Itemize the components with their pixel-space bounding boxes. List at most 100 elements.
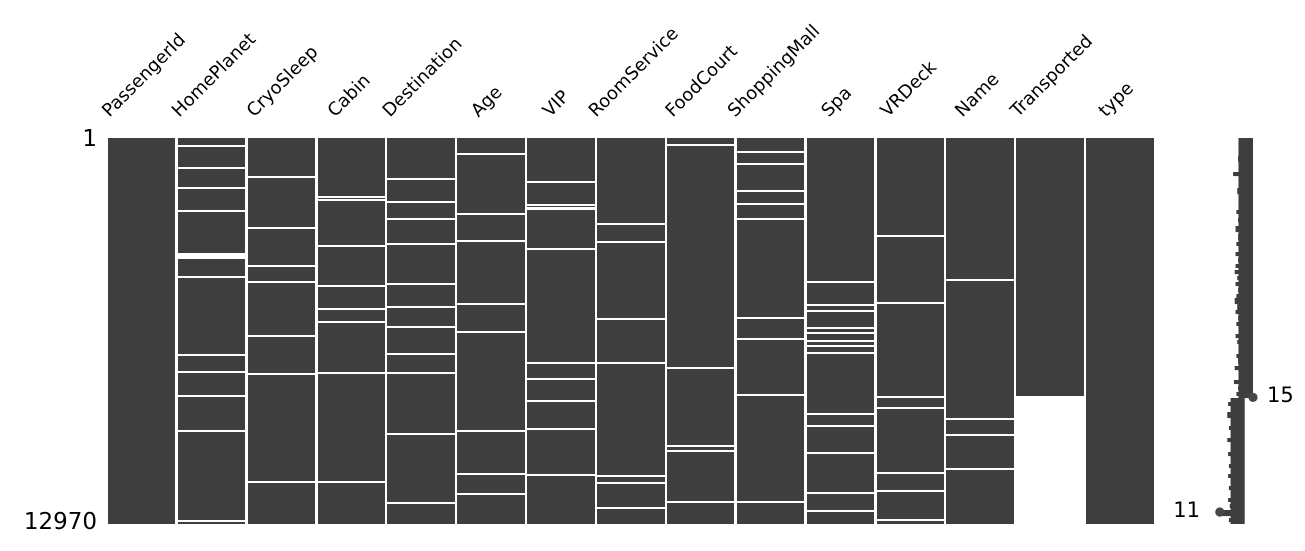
column-label-CryoSleep: CryoSleep (242, 41, 323, 122)
sparkline-row-segment (1238, 250, 1253, 253)
sparkline-row-segment (1236, 210, 1253, 213)
sparkline-row-segment (1228, 474, 1245, 477)
sparkline-row-segment (1237, 340, 1253, 343)
sparkline-row-segment (1235, 284, 1253, 287)
sparkline-row-segment (1228, 498, 1245, 501)
sparkline-max-label: 15 (1267, 383, 1294, 407)
sparkline-row-segment (1237, 308, 1253, 311)
missing-value-line (946, 278, 1014, 282)
sparkline-row-segment (1230, 448, 1245, 451)
sparkline-row-segment (1236, 392, 1253, 395)
missing-value-line (177, 253, 246, 256)
missing-value-line (527, 203, 595, 207)
missing-value-line (736, 393, 805, 397)
missing-value-line (177, 394, 246, 398)
sparkline-row-segment (1236, 356, 1253, 359)
column-label-Cabin: Cabin (323, 70, 375, 122)
missing-value-line (457, 330, 525, 334)
sparkline-row-segment (1234, 270, 1253, 273)
missing-value-line (666, 444, 735, 448)
missing-value-line (736, 337, 805, 341)
missing-value-line (806, 424, 875, 428)
sparkline-row-segment (1238, 154, 1253, 157)
sparkline-row-segment (1236, 322, 1253, 325)
missing-value-line (247, 372, 316, 376)
sparkline-row-segment (1233, 382, 1253, 385)
sparkline-row-segment (1235, 310, 1253, 313)
missing-value-line (806, 344, 875, 348)
missing-value-line (597, 361, 665, 365)
sparkline-row-segment (1230, 508, 1245, 511)
sparkline-row-segment (1238, 240, 1253, 243)
missing-value-line (387, 501, 455, 505)
sparkline-row-segment (1238, 332, 1253, 335)
sparkline-row-segment (1230, 472, 1245, 475)
sparkline-row-segment (1230, 398, 1245, 401)
sparkline-row-segment (1235, 312, 1253, 315)
sparkline-row-segment (1238, 180, 1253, 183)
missing-value-line (177, 275, 246, 279)
sparkline-row-segment (1230, 444, 1245, 447)
sparkline-row-segment (1238, 320, 1253, 323)
matrix-column-VIP (527, 138, 595, 524)
missing-value-line (457, 302, 525, 306)
sparkline-row-segment (1237, 192, 1253, 195)
sparkline-row-segment (1230, 522, 1245, 524)
sparkline-row-segment (1238, 238, 1253, 241)
sparkline-row-segment (1238, 372, 1253, 375)
missing-value-line (387, 432, 455, 436)
sparkline-row-segment (1234, 272, 1253, 275)
missing-value-line (527, 399, 595, 403)
missing-value-line (876, 406, 944, 410)
sparkline-row-segment (1235, 226, 1253, 229)
missing-value-line (387, 200, 455, 204)
sparkline-row-segment (1236, 324, 1253, 327)
column-label-type: type (1094, 78, 1138, 122)
missing-value-line (387, 217, 455, 221)
sparkline-row-segment (1238, 194, 1253, 197)
missing-value-line (387, 305, 455, 309)
missing-value-line (317, 244, 386, 248)
sparkline-row-segment (1227, 416, 1245, 419)
sparkline-row-segment (1238, 346, 1253, 349)
missing-value-line (666, 143, 735, 147)
sparkline-row-segment (1238, 248, 1253, 251)
sparkline-row-segment (1238, 152, 1253, 155)
sparkline-row-segment (1238, 364, 1253, 367)
missing-value-line (736, 217, 805, 221)
sparkline-row-segment (1230, 502, 1245, 505)
missing-value-line (806, 412, 875, 416)
sparkline-row-segment (1230, 420, 1245, 423)
sparkline-row-segment (1219, 512, 1245, 515)
sparkline-row-segment (1238, 164, 1253, 167)
missing-value-line (946, 417, 1014, 421)
sparkline-row-segment (1230, 456, 1245, 459)
sparkline-row-segment (1238, 196, 1253, 199)
missing-value-line (527, 377, 595, 381)
sparkline-row-segment (1238, 170, 1253, 173)
sparkline-row-segment (1230, 408, 1245, 411)
missing-value-line (247, 334, 316, 338)
sparkline-row-segment (1238, 290, 1253, 293)
missing-value-line (597, 481, 665, 485)
missing-value-line (177, 186, 246, 190)
sparkline-min-label: 11 (1173, 498, 1200, 522)
sparkline-row-segment (1238, 150, 1253, 153)
sparkline-row-segment (1227, 414, 1245, 417)
missing-value-line (736, 202, 805, 206)
missing-value-line (247, 175, 316, 179)
sparkline-row-segment (1233, 172, 1253, 175)
sparkline-row-segment (1236, 294, 1253, 297)
sparkline-row-segment (1230, 406, 1245, 409)
sparkline-row-segment (1238, 202, 1253, 205)
missing-value-line (317, 195, 386, 199)
matrix-column-Name (946, 138, 1014, 524)
sparkline-row-segment (1230, 494, 1245, 497)
missing-value-line (876, 395, 944, 399)
sparkline-row-segment (1238, 246, 1253, 249)
sparkline-row-segment (1229, 504, 1245, 507)
sparkline-row-segment (1230, 516, 1245, 519)
missing-value-line (806, 509, 875, 513)
sparkline-row-segment (1238, 140, 1253, 143)
